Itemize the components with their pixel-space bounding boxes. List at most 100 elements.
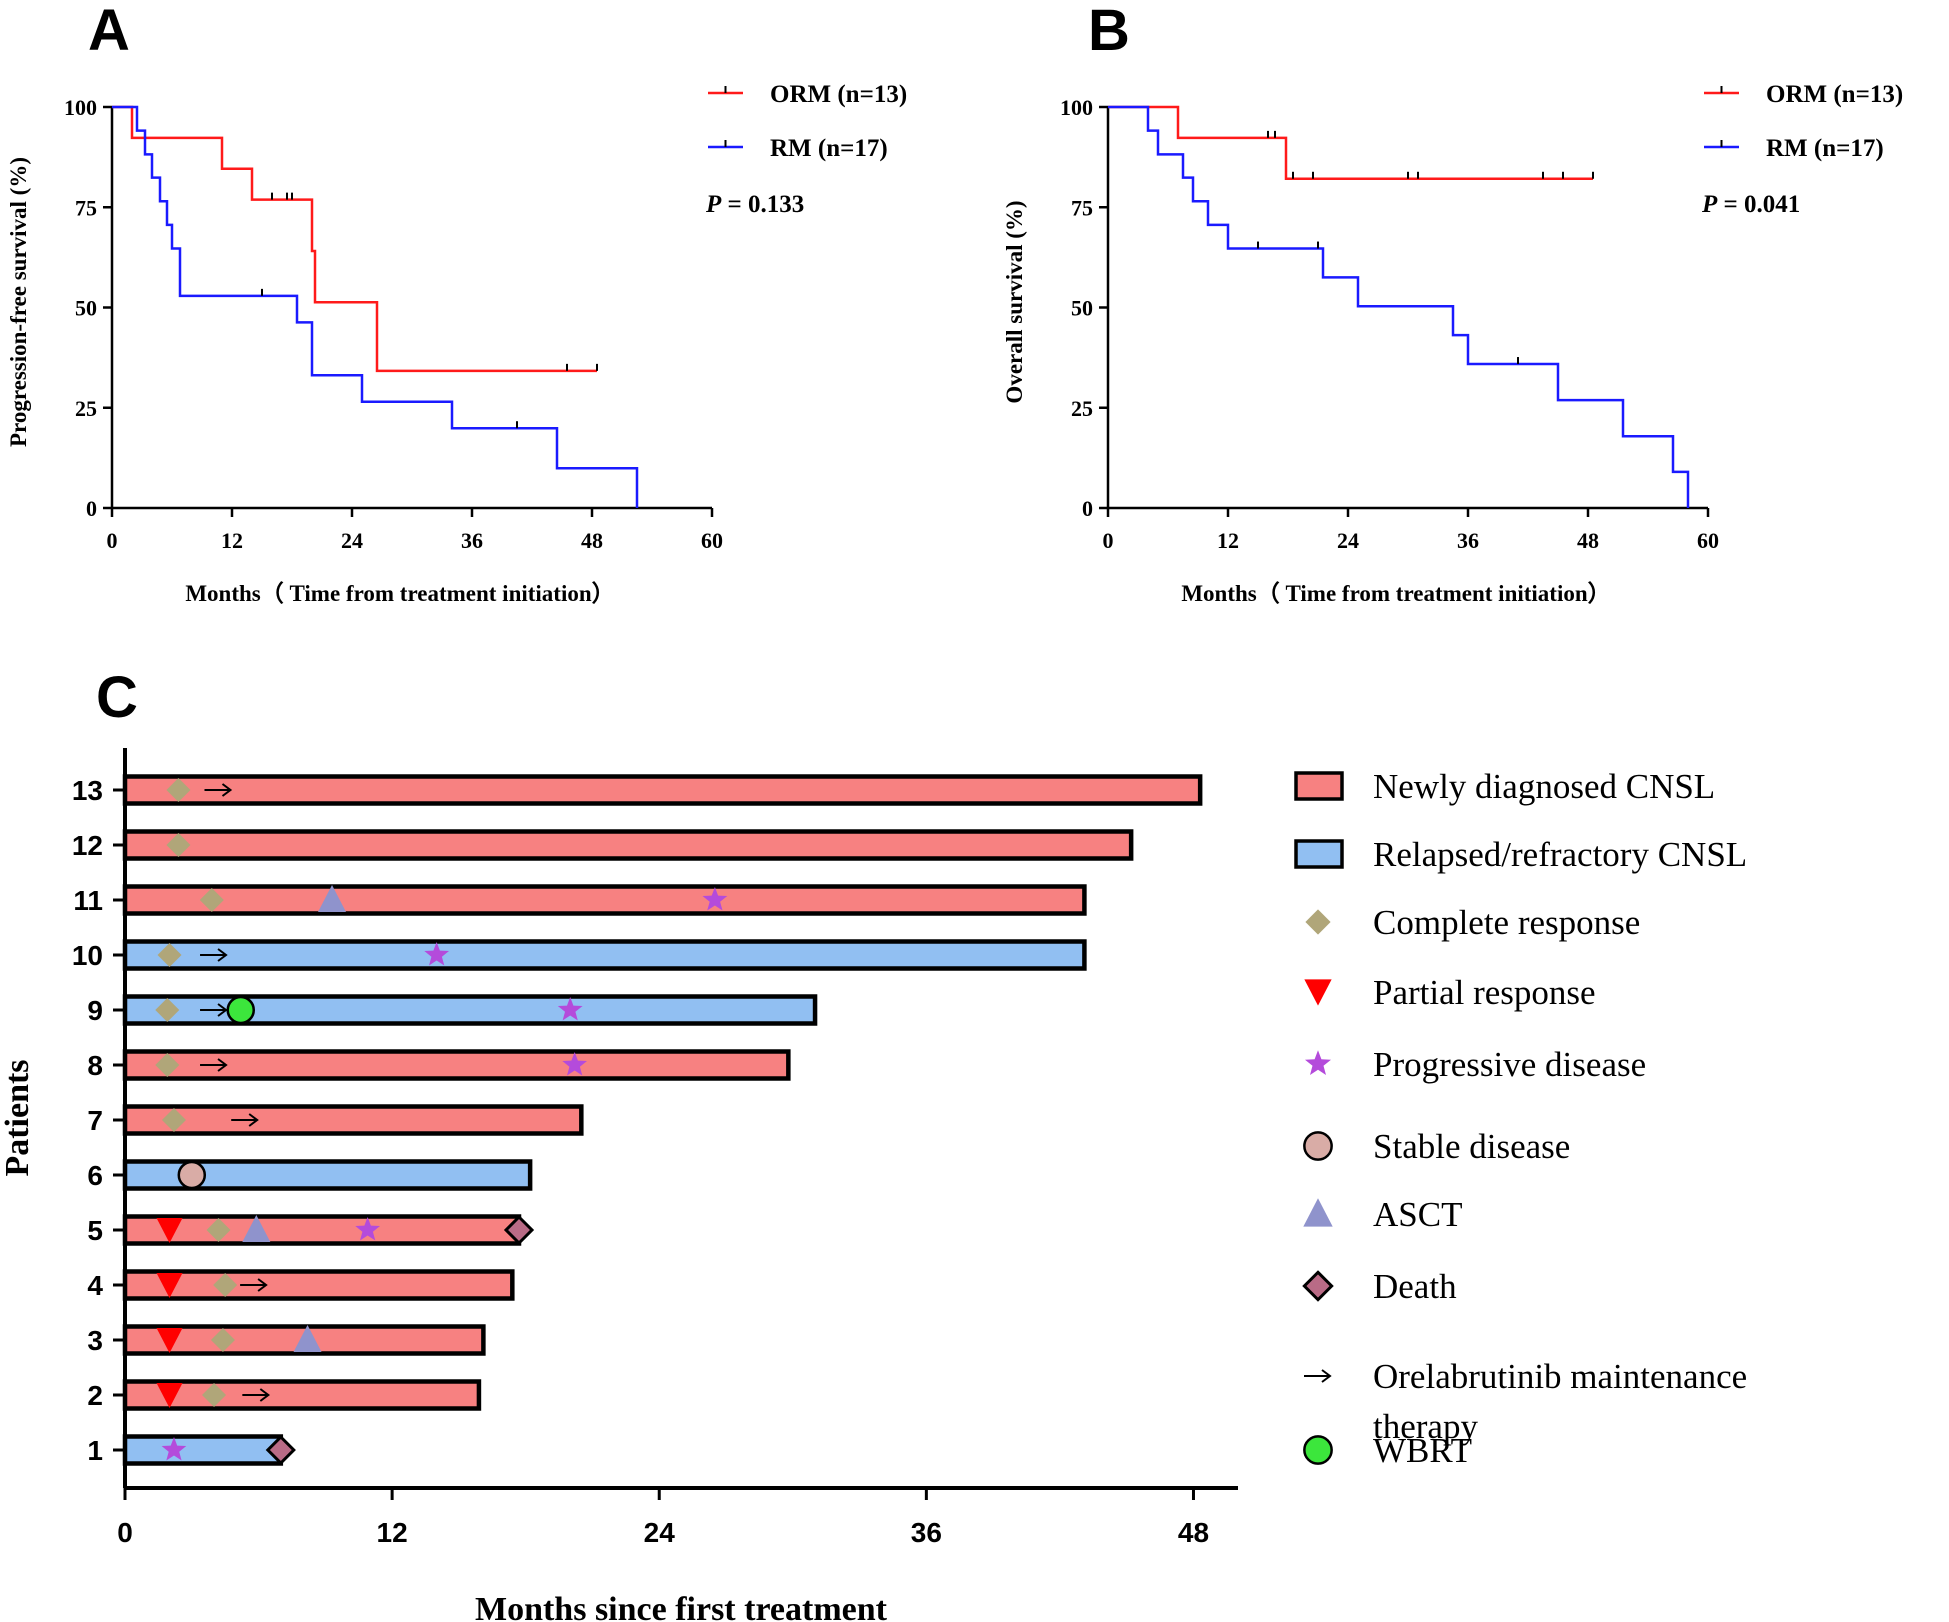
complete-response-marker [210, 1328, 235, 1352]
patient-label: 5 [87, 1215, 103, 1246]
wbrt-marker [226, 995, 256, 1025]
x-tick-label: 24 [1337, 528, 1359, 553]
partial-response-marker [156, 1273, 183, 1298]
x-axis-title: Months since first treatment [475, 1591, 888, 1622]
x-tick-label: 60 [701, 528, 723, 553]
patient-row: 13 [72, 774, 1203, 806]
complete-response-marker [161, 1108, 186, 1132]
legend-item-nd: Newly diagnosed CNSL [1294, 767, 1715, 806]
patient-bar [122, 939, 1087, 971]
y-tick-label: 0 [1082, 496, 1093, 521]
y-tick-label: 100 [1060, 95, 1093, 120]
death-marker [1302, 1270, 1334, 1302]
patient-row: 7 [87, 1104, 584, 1136]
patient-bar [122, 884, 1087, 916]
complete-response-marker [213, 1273, 238, 1297]
event-wbrt [226, 995, 256, 1025]
patient-bar [122, 829, 1134, 861]
event-cr [166, 833, 191, 857]
patient-label: 9 [87, 995, 103, 1026]
event-cr [199, 888, 224, 912]
event-pd [562, 1052, 587, 1076]
patient-bar [122, 774, 1203, 806]
patient-row: 1 [87, 1434, 296, 1466]
progressive-disease-marker [424, 942, 449, 966]
patient-row: 2 [87, 1379, 482, 1411]
event-cr [202, 1383, 227, 1407]
legend-item-pr: Partial response [1304, 973, 1596, 1012]
event-cr [166, 778, 191, 802]
event-death [265, 1434, 296, 1466]
legend-label: Stable disease [1373, 1127, 1570, 1166]
x-tick-label: 48 [581, 528, 603, 553]
maintenance-arrow-head [217, 1058, 228, 1072]
patient-row: 5 [87, 1214, 535, 1246]
maintenance-arrow-head [217, 1003, 228, 1017]
p-value-text: = 0.041 [1717, 191, 1800, 218]
survival-curves [112, 105, 639, 508]
patient-label: 10 [72, 940, 103, 971]
panel-b-km-os: B 0 25 50 75 100 0 12 24 36 48 60 Overall surviva… [1002, 0, 1903, 606]
patient-row: 10 [72, 939, 1087, 971]
patient-bar [122, 1214, 522, 1246]
death-marker [265, 1434, 296, 1466]
legend-swatch [1294, 839, 1344, 869]
p-value-label: P [705, 191, 722, 218]
event-pd [161, 1437, 187, 1461]
asct-marker [242, 1215, 271, 1242]
event-cr [155, 1053, 180, 1077]
x-tick-label: 24 [341, 528, 363, 553]
panel-a-km-pfs: A 0 25 50 75 100 0 12 24 36 48 60 Progression-fre… [6, 0, 907, 606]
y-ticks: 0 25 50 75 100 [1060, 95, 1108, 521]
x-ticks: 0 12 24 36 48 [117, 1488, 1209, 1548]
legend-item-cr: Complete response [1305, 903, 1640, 942]
progressive-disease-marker [1305, 1050, 1331, 1075]
event-pr [156, 1383, 183, 1408]
complete-response-marker [155, 1053, 180, 1077]
legend-swatch [1294, 771, 1344, 801]
event-pr [156, 1218, 183, 1243]
complete-response-marker [166, 778, 191, 802]
maintenance-arrow-head [257, 1278, 268, 1292]
legend: Newly diagnosed CNSL Relapsed/refractory … [1294, 767, 1747, 1470]
x-tick-label: 0 [117, 1517, 133, 1548]
patient-label: 1 [87, 1435, 103, 1466]
x-tick-label: 0 [107, 528, 118, 553]
km-curve-rm [1108, 105, 1690, 508]
event-pd [557, 997, 583, 1021]
patient-row: 4 [87, 1269, 515, 1301]
event-cr [157, 943, 182, 967]
event-cr [210, 1328, 235, 1352]
patient-bar [122, 1379, 482, 1411]
legend-label-line2: therapy [1373, 1407, 1478, 1446]
p-value-label: P [1701, 191, 1718, 218]
event-arrow [242, 1388, 271, 1402]
legend-label: Orelabrutinib maintenance [1373, 1357, 1747, 1396]
x-axis-title: Months（ Time from treatment initiation） [185, 580, 614, 606]
legend-label: Death [1373, 1267, 1457, 1306]
p-value: P = 0.041 [1701, 191, 1800, 218]
complete-response-marker [157, 943, 182, 967]
patient-row: 8 [87, 1049, 791, 1081]
y-axis-title: Patients [0, 1059, 36, 1176]
patient-label: 13 [72, 775, 103, 806]
asct-marker [293, 1325, 322, 1352]
patient-row: 6 [87, 1159, 533, 1191]
event-asct [242, 1215, 271, 1242]
legend-item-arrow: Orelabrutinib maintenance therapy [1304, 1357, 1747, 1446]
legend-label: Complete response [1373, 903, 1640, 942]
wbrt-marker [1303, 1435, 1333, 1465]
patient-row: 3 [87, 1324, 486, 1356]
patient-label: 7 [87, 1105, 103, 1136]
patient-row: 11 [73, 884, 1087, 916]
event-arrow [200, 948, 228, 962]
x-tick-label: 36 [461, 528, 483, 553]
panel-letter-a: A [88, 0, 130, 63]
panel-letter-b: B [1088, 0, 1130, 63]
event-arrow [200, 1058, 228, 1072]
y-tick-label: 25 [1071, 396, 1093, 421]
patient-label: 4 [87, 1270, 103, 1301]
y-axis-title: Progression-free survival (%) [6, 157, 31, 447]
